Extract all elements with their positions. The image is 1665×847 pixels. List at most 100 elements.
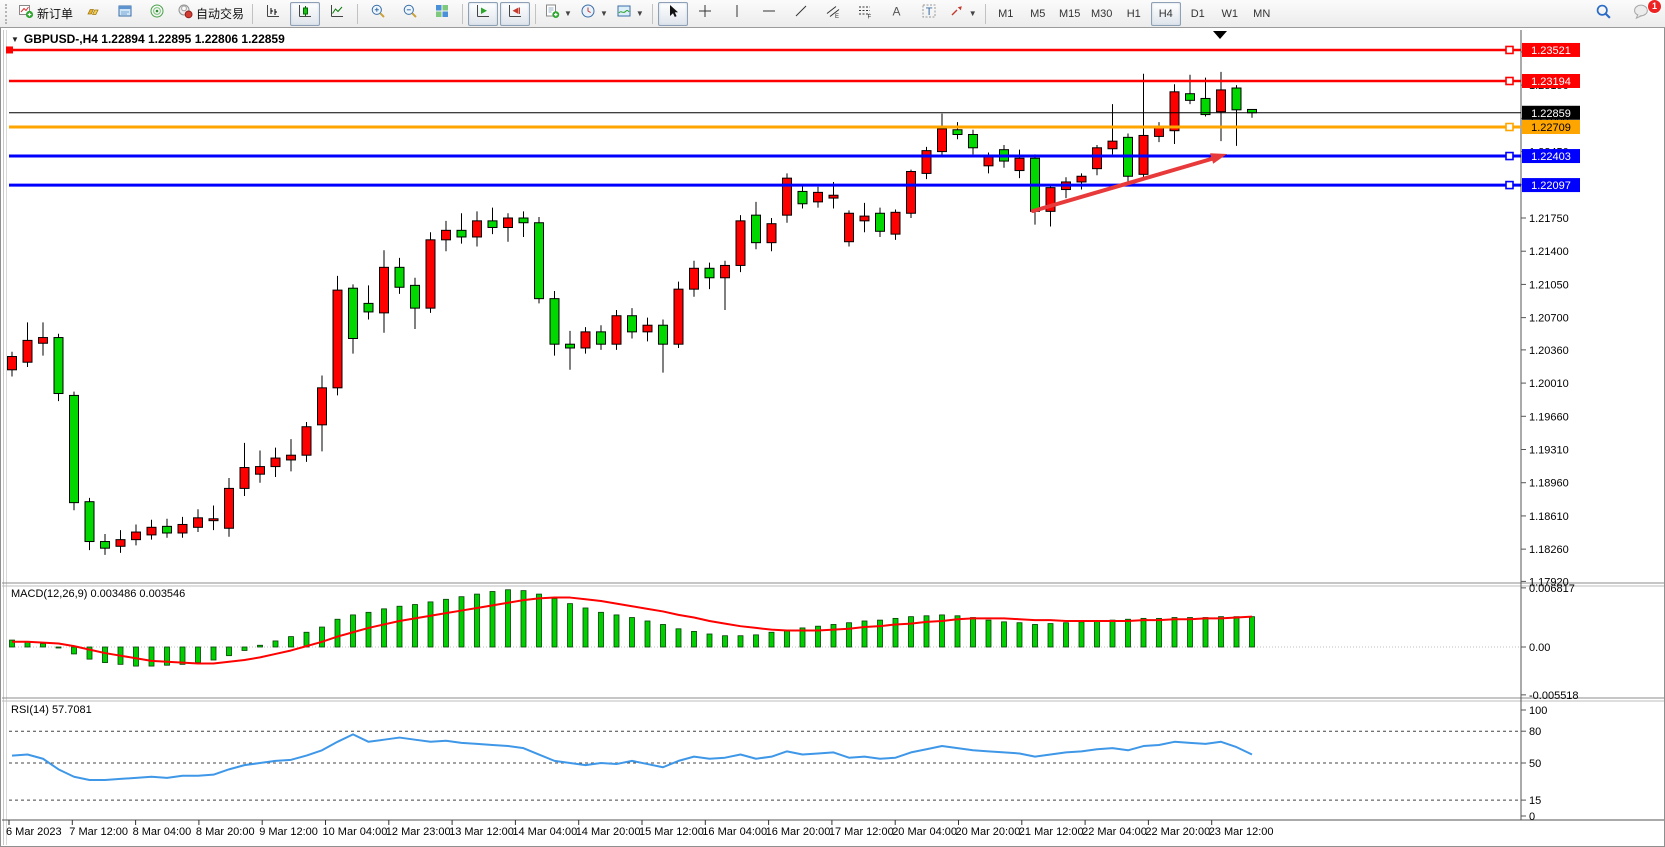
macd-histogram-bar xyxy=(567,603,573,648)
candle-body xyxy=(239,467,250,489)
chart-shift-icon xyxy=(507,3,523,24)
text-tool-button[interactable]: A xyxy=(882,2,912,26)
candlestick-chart-button[interactable] xyxy=(290,1,321,26)
macd-histogram-bar xyxy=(660,624,666,648)
date-axis-label: 8 Mar 20:00 xyxy=(196,826,255,838)
timeframe-m1-button[interactable]: M1 xyxy=(998,7,1014,20)
candle-body xyxy=(813,191,823,203)
macd-histogram-bar xyxy=(334,618,341,648)
zoom-in-button[interactable] xyxy=(363,2,393,26)
toolbar-separator xyxy=(535,3,537,24)
chat-notification-badge: 1 xyxy=(1647,0,1662,14)
timeframe-h4-button[interactable]: H4 xyxy=(1150,1,1181,26)
new-chart-icon xyxy=(544,3,560,24)
macd-histogram-bar xyxy=(458,596,465,648)
candle-body xyxy=(735,220,746,266)
macd-histogram-bar xyxy=(1016,622,1023,648)
candle-body xyxy=(828,194,839,199)
chart-title-dropdown-icon[interactable]: ▼ xyxy=(11,34,19,44)
autotrading-button[interactable]: 自动交易 xyxy=(174,2,247,26)
search-button[interactable] xyxy=(1588,2,1618,26)
macd-histogram-bar xyxy=(598,611,604,648)
toolbar-separator xyxy=(357,3,359,24)
rsi-axis-tick-label: 80 xyxy=(1529,726,1541,738)
new-order-button[interactable]: 新订单 xyxy=(15,2,76,26)
macd-histogram-bar xyxy=(830,624,837,648)
chart-canvas[interactable]: 1.235001.231501.228001.224501.221001.217… xyxy=(1,28,1665,847)
chart-shift-marker[interactable] xyxy=(1213,31,1227,39)
candle-body xyxy=(844,212,854,243)
zoom-out-button[interactable] xyxy=(395,2,425,26)
period-button[interactable]: ▼ xyxy=(577,2,611,26)
line-chart-button[interactable] xyxy=(322,2,352,26)
candle-body xyxy=(332,289,343,389)
date-axis-label: 14 Mar 04:00 xyxy=(512,826,577,838)
candle-body xyxy=(1092,147,1102,170)
trend-arrow-head[interactable] xyxy=(1210,153,1227,164)
market-watch-button[interactable] xyxy=(110,2,140,26)
price-axis-tick-label: 1.19660 xyxy=(1529,411,1569,423)
candle-body xyxy=(704,267,715,279)
macd-histogram-bar xyxy=(1156,617,1162,648)
macd-histogram-bar xyxy=(179,646,186,665)
channel-tool-button[interactable]: E xyxy=(818,2,848,26)
timeframe-m5-button[interactable]: M5 xyxy=(1030,7,1046,20)
timeframe-d1-button[interactable]: D1 xyxy=(1190,7,1205,20)
horizontal-line-tool-button[interactable] xyxy=(754,2,784,26)
text-label-tool-button[interactable]: T xyxy=(914,2,944,26)
candle-body xyxy=(766,223,777,244)
equidistant-channel-icon: E xyxy=(825,3,841,24)
vertical-line-tool-button[interactable] xyxy=(722,2,752,26)
gold-chart-button[interactable] xyxy=(78,2,108,26)
macd-histogram-bar xyxy=(582,607,589,648)
macd-axis-tick-label: -0.005518 xyxy=(1529,690,1579,702)
timeframe-m15-button[interactable]: M15 xyxy=(1059,7,1081,20)
macd-histogram-bar xyxy=(877,619,883,648)
price-badge xyxy=(1522,42,1580,57)
cursor-tool-button[interactable] xyxy=(657,1,688,26)
candle-body xyxy=(394,266,405,288)
macd-histogram-bar xyxy=(1063,622,1069,648)
fibonacci-tool-button[interactable]: F xyxy=(850,2,880,26)
trend-line-tool-button[interactable] xyxy=(786,2,816,26)
template-button[interactable]: ▼ xyxy=(613,2,647,26)
trend-arrow-object[interactable] xyxy=(1031,156,1215,213)
timeframe-w1-button[interactable]: W1 xyxy=(1221,7,1238,20)
bar-chart-button[interactable] xyxy=(258,2,288,26)
signals-button[interactable] xyxy=(142,2,172,26)
candle-body xyxy=(100,541,110,549)
price-axis-tick-label: 1.21050 xyxy=(1529,279,1569,291)
timeframe-m30-button[interactable]: M30 xyxy=(1091,7,1113,20)
price-axis-tick-label: 1.20700 xyxy=(1529,313,1569,325)
new-chart-button[interactable]: ▼ xyxy=(541,2,575,26)
price-badge-label: 1.22403 xyxy=(1531,151,1571,163)
zoom-out-icon xyxy=(402,3,418,24)
date-axis-label: 6 Mar 2023 xyxy=(6,826,62,838)
timeframe-h1-button[interactable]: H1 xyxy=(1126,7,1141,20)
crosshair-tool-button[interactable] xyxy=(690,2,720,26)
macd-histogram-bar xyxy=(1187,617,1193,648)
timeframe-mn-button[interactable]: MN xyxy=(1253,7,1271,20)
candle-body xyxy=(162,525,172,534)
tile-windows-button[interactable] xyxy=(427,2,457,26)
macd-histogram-bar xyxy=(55,646,62,649)
price-badge-label: 1.22709 xyxy=(1531,122,1571,134)
candle-body xyxy=(952,129,963,136)
chart-shift-button[interactable] xyxy=(500,1,531,26)
candle-body xyxy=(549,298,560,345)
macd-histogram-bar xyxy=(381,608,387,648)
arrows-tool-button[interactable]: ▼ xyxy=(946,2,980,26)
price-badge xyxy=(1522,105,1580,120)
chat-button[interactable]: 1 xyxy=(1626,0,1662,26)
auto-scroll-button[interactable] xyxy=(468,1,499,26)
date-axis-label: 16 Mar 04:00 xyxy=(702,826,767,838)
candlestick-chart-icon xyxy=(297,3,313,24)
candle-body xyxy=(348,287,358,339)
dropdown-caret-icon: ▼ xyxy=(635,9,644,18)
dropdown-caret-icon: ▼ xyxy=(968,9,977,18)
candle-body xyxy=(363,302,374,313)
candle-body xyxy=(270,457,281,468)
chart-window[interactable]: 1.235001.231501.228001.224501.221001.217… xyxy=(0,28,1665,847)
macd-histogram-bar xyxy=(753,634,759,648)
rsi-indicator-label: RSI(14) 57.7081 xyxy=(11,704,92,716)
